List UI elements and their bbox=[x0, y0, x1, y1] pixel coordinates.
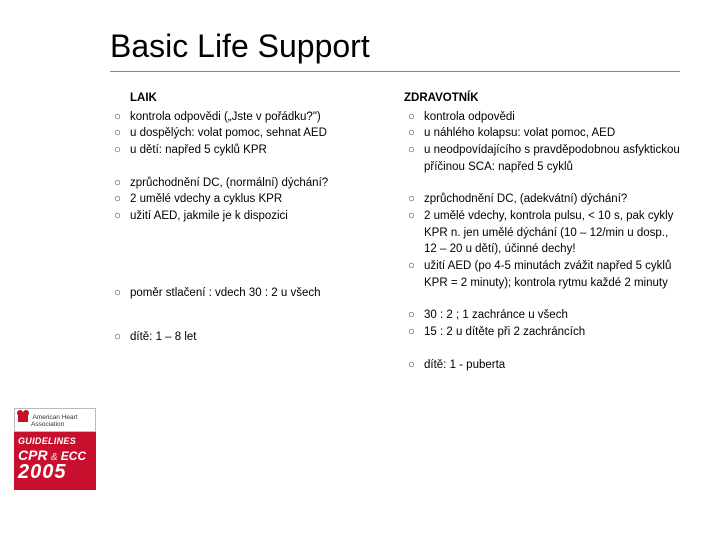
item-text: 30 : 2 ; 1 zachránce u všech bbox=[424, 307, 680, 324]
bullet-icon: ○ bbox=[404, 142, 424, 159]
aha-logo-bottom: GUIDELINES CPR & ECC 2005 bbox=[14, 432, 96, 490]
item-text: dítě: 1 - puberta bbox=[424, 357, 680, 374]
bullet-icon: ○ bbox=[404, 208, 424, 225]
bullet-icon: ○ bbox=[404, 191, 424, 208]
slide-title: Basic Life Support bbox=[110, 28, 680, 65]
zdr-group-1: ○kontrola odpovědi ○u náhlého kolapsu: v… bbox=[404, 109, 680, 176]
slide: Basic Life Support LAIK ○kontrola odpově… bbox=[0, 0, 720, 540]
list-item: ○u dětí: napřed 5 cyklů KPR bbox=[110, 142, 386, 159]
bullet-icon: ○ bbox=[110, 329, 130, 346]
bullet-icon: ○ bbox=[110, 285, 130, 302]
aha-logo-top: American Heart Association bbox=[14, 408, 96, 432]
item-text: zprůchodnění DC, (normální) dýchání? bbox=[130, 175, 386, 192]
item-text: užití AED (po 4-5 minutách zvážit napřed… bbox=[424, 258, 680, 291]
item-text: u neodpovídajícího s pravděpodobnou asfy… bbox=[424, 142, 680, 175]
heading-zdravotnik: ZDRAVOTNÍK bbox=[404, 90, 680, 107]
item-text: poměr stlačení : vdech 30 : 2 u všech bbox=[130, 285, 386, 302]
bullet-icon: ○ bbox=[110, 125, 130, 142]
columns: LAIK ○kontrola odpovědi („Jste v pořádku… bbox=[110, 90, 680, 389]
title-rule bbox=[110, 71, 680, 72]
zdr-group-4: ○dítě: 1 - puberta bbox=[404, 357, 680, 374]
list-item: ○dítě: 1 - puberta bbox=[404, 357, 680, 374]
item-text: kontrola odpovědi bbox=[424, 109, 680, 126]
item-text: 15 : 2 u dítěte při 2 zachráncích bbox=[424, 324, 680, 341]
aha-org-line2: Association bbox=[31, 421, 64, 428]
list-item: ○2 umělé vdechy, kontrola pulsu, < 10 s,… bbox=[404, 208, 680, 258]
list-item: ○užití AED, jakmile je k dispozici bbox=[110, 208, 386, 225]
zdr-group-3: ○30 : 2 ; 1 zachránce u všech ○15 : 2 u … bbox=[404, 307, 680, 340]
item-text: u dětí: napřed 5 cyklů KPR bbox=[130, 142, 386, 159]
item-text: zprůchodnění DC, (adekvátní) dýchání? bbox=[424, 191, 680, 208]
bullet-icon: ○ bbox=[110, 191, 130, 208]
laik-group-3: ○poměr stlačení : vdech 30 : 2 u všech bbox=[110, 285, 386, 302]
list-item: ○u neodpovídajícího s pravděpodobnou asf… bbox=[404, 142, 680, 175]
list-item: ○zprůchodnění DC, (normální) dýchání? bbox=[110, 175, 386, 192]
list-item: ○u náhlého kolapsu: volat pomoc, AED bbox=[404, 125, 680, 142]
item-text: 2 umělé vdechy, kontrola pulsu, < 10 s, … bbox=[424, 208, 680, 258]
column-zdravotnik: ZDRAVOTNÍK ○kontrola odpovědi ○u náhlého… bbox=[404, 90, 680, 389]
bullet-icon: ○ bbox=[110, 142, 130, 159]
item-text: dítě: 1 – 8 let bbox=[130, 329, 386, 346]
laik-group-1: ○kontrola odpovědi („Jste v pořádku?") ○… bbox=[110, 109, 386, 159]
item-text: u náhlého kolapsu: volat pomoc, AED bbox=[424, 125, 680, 142]
list-item: ○2 umělé vdechy a cyklus KPR bbox=[110, 191, 386, 208]
bullet-icon: ○ bbox=[404, 125, 424, 142]
bullet-icon: ○ bbox=[110, 109, 130, 126]
list-item: ○u dospělých: volat pomoc, sehnat AED bbox=[110, 125, 386, 142]
item-text: užití AED, jakmile je k dispozici bbox=[130, 208, 386, 225]
list-item: ○kontrola odpovědi bbox=[404, 109, 680, 126]
list-item: ○užití AED (po 4-5 minutách zvážit napře… bbox=[404, 258, 680, 291]
bullet-icon: ○ bbox=[404, 109, 424, 126]
aha-logo: American Heart Association GUIDELINES CP… bbox=[14, 408, 96, 490]
list-item: ○kontrola odpovědi („Jste v pořádku?") bbox=[110, 109, 386, 126]
item-text: u dospělých: volat pomoc, sehnat AED bbox=[130, 125, 386, 142]
aha-guidelines-text: GUIDELINES bbox=[18, 436, 92, 446]
bullet-icon: ○ bbox=[110, 208, 130, 225]
list-item: ○zprůchodnění DC, (adekvátní) dýchání? bbox=[404, 191, 680, 208]
heading-laik: LAIK bbox=[130, 90, 386, 107]
item-text: 2 umělé vdechy a cyklus KPR bbox=[130, 191, 386, 208]
bullet-icon: ○ bbox=[404, 307, 424, 324]
aha-year-text: 2005 bbox=[18, 461, 92, 484]
bullet-icon: ○ bbox=[404, 357, 424, 374]
zdr-group-2: ○zprůchodnění DC, (adekvátní) dýchání? ○… bbox=[404, 191, 680, 291]
list-item: ○dítě: 1 – 8 let bbox=[110, 329, 386, 346]
list-item: ○30 : 2 ; 1 zachránce u všech bbox=[404, 307, 680, 324]
laik-group-2: ○zprůchodnění DC, (normální) dýchání? ○2… bbox=[110, 175, 386, 225]
heart-icon bbox=[18, 413, 28, 422]
list-item: ○poměr stlačení : vdech 30 : 2 u všech bbox=[110, 285, 386, 302]
bullet-icon: ○ bbox=[404, 258, 424, 275]
bullet-icon: ○ bbox=[404, 324, 424, 341]
laik-group-4: ○dítě: 1 – 8 let bbox=[110, 329, 386, 346]
column-laik: LAIK ○kontrola odpovědi („Jste v pořádku… bbox=[110, 90, 386, 389]
item-text: kontrola odpovědi („Jste v pořádku?") bbox=[130, 109, 386, 126]
list-item: ○15 : 2 u dítěte při 2 zachráncích bbox=[404, 324, 680, 341]
bullet-icon: ○ bbox=[110, 175, 130, 192]
